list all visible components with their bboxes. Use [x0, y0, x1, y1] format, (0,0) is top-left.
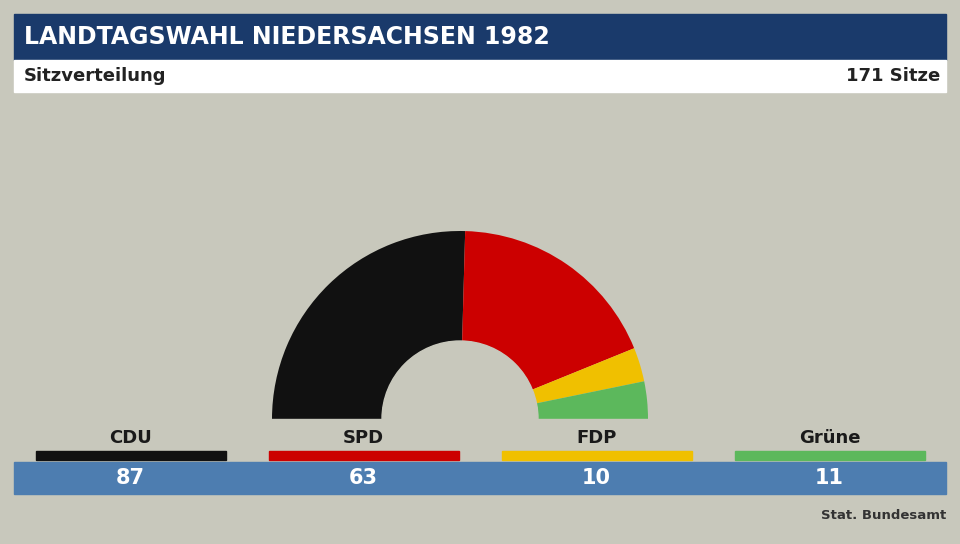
Bar: [14, 14, 946, 60]
Text: Grüne: Grüne: [799, 429, 860, 447]
Text: 87: 87: [116, 468, 145, 488]
Wedge shape: [532, 348, 644, 403]
Bar: [501, 451, 691, 460]
Wedge shape: [537, 381, 648, 419]
Text: 63: 63: [349, 468, 378, 488]
Bar: [734, 451, 924, 460]
Text: 11: 11: [815, 468, 844, 488]
Bar: [0, 419, 960, 544]
Wedge shape: [462, 231, 635, 390]
Bar: [269, 451, 459, 460]
Text: 10: 10: [582, 468, 611, 488]
Text: 171 Sitze: 171 Sitze: [846, 67, 940, 85]
Bar: [14, 462, 946, 494]
Text: CDU: CDU: [109, 429, 152, 447]
Text: FDP: FDP: [576, 429, 616, 447]
Wedge shape: [272, 231, 466, 419]
Text: SPD: SPD: [343, 429, 384, 447]
Text: Sitzverteilung: Sitzverteilung: [24, 67, 166, 85]
Circle shape: [382, 341, 538, 497]
Bar: [14, 60, 946, 92]
Text: LANDTAGSWAHL NIEDERSACHSEN 1982: LANDTAGSWAHL NIEDERSACHSEN 1982: [24, 25, 550, 49]
Bar: [36, 451, 226, 460]
Text: Stat. Bundesamt: Stat. Bundesamt: [821, 509, 946, 522]
